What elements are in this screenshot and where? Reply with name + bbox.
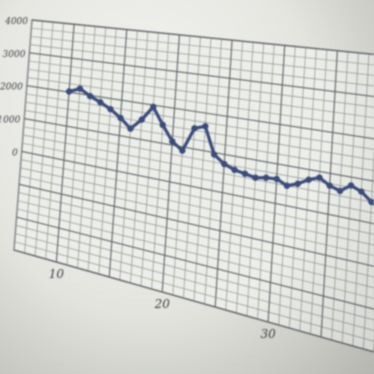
series-point bbox=[221, 160, 228, 168]
horizontal-gridline bbox=[14, 241, 374, 342]
x-tick-label: 30 bbox=[260, 327, 276, 341]
plot-border bbox=[13, 19, 374, 353]
horizontal-gridline bbox=[15, 225, 374, 321]
series-point bbox=[358, 188, 365, 195]
minor-gridlines bbox=[13, 19, 374, 350]
series-layer bbox=[65, 85, 374, 207]
horizontal-gridline bbox=[24, 110, 374, 171]
series-point bbox=[305, 176, 312, 183]
horizontal-gridline bbox=[28, 68, 374, 119]
horizontal-gridline bbox=[22, 142, 374, 214]
horizontal-gridline bbox=[19, 183, 374, 267]
horizontal-gridline bbox=[23, 126, 374, 193]
series-point bbox=[231, 166, 238, 174]
series-point bbox=[283, 182, 291, 189]
series-point bbox=[347, 182, 355, 189]
horizontal-gridline bbox=[18, 192, 374, 278]
plot-area bbox=[13, 19, 374, 353]
vertical-gridline bbox=[55, 24, 75, 263]
horizontal-gridline bbox=[31, 19, 374, 55]
series-point bbox=[169, 138, 176, 145]
series-point bbox=[179, 147, 186, 154]
vertical-gridline bbox=[320, 50, 338, 338]
series-point bbox=[138, 116, 145, 123]
series-point bbox=[202, 123, 209, 130]
series-point bbox=[273, 175, 280, 183]
series-point bbox=[127, 125, 134, 132]
series-point bbox=[97, 99, 104, 106]
horizontal-gridline bbox=[24, 118, 374, 182]
series-point bbox=[316, 174, 323, 181]
horizontal-gridline bbox=[17, 208, 374, 299]
horizontal-gridline bbox=[26, 93, 374, 150]
series-point bbox=[117, 114, 124, 122]
series-point bbox=[65, 88, 73, 95]
horizontal-gridline bbox=[31, 27, 374, 66]
horizontal-gridline bbox=[25, 101, 374, 161]
horizontal-gridline bbox=[21, 150, 374, 225]
series-point bbox=[107, 105, 114, 113]
horizontal-gridline bbox=[22, 134, 374, 203]
series-point bbox=[241, 170, 249, 177]
y-tick-label: 1000 bbox=[0, 116, 21, 126]
horizontal-gridline bbox=[28, 60, 374, 108]
horizontal-gridline bbox=[13, 249, 374, 353]
series-point bbox=[86, 92, 94, 100]
series-point bbox=[252, 174, 259, 181]
horizontal-gridline bbox=[29, 52, 374, 98]
y-tick-label: 0 bbox=[12, 148, 18, 158]
horizontal-gridline bbox=[20, 159, 374, 235]
horizontal-gridline bbox=[30, 44, 374, 87]
horizontal-gridline bbox=[20, 167, 374, 246]
vertical-gridline bbox=[108, 29, 128, 278]
series-point bbox=[150, 103, 157, 111]
series-point bbox=[262, 174, 270, 181]
series-point bbox=[294, 180, 301, 187]
horizontal-gridline bbox=[27, 77, 374, 129]
vertical-gridline bbox=[161, 34, 180, 293]
y-tick-label: 4000 bbox=[4, 17, 28, 27]
vertical-gridline bbox=[214, 40, 233, 308]
series-point bbox=[210, 151, 218, 158]
horizontal-gridline bbox=[19, 175, 374, 257]
series-point bbox=[159, 121, 166, 129]
x-tick-label: 10 bbox=[49, 267, 65, 281]
series-point bbox=[326, 182, 333, 189]
horizontal-gridline bbox=[15, 233, 374, 331]
series-point bbox=[368, 198, 374, 206]
series-point bbox=[336, 187, 344, 195]
x-tick-label: 20 bbox=[154, 297, 171, 311]
horizontal-gridline bbox=[17, 200, 374, 289]
series-point bbox=[191, 125, 198, 132]
vertical-gridline bbox=[267, 45, 286, 323]
horizontal-gridline bbox=[16, 216, 374, 310]
x-axis-ticks: 10 20 30 bbox=[49, 267, 276, 341]
y-tick-label: 2000 bbox=[0, 83, 23, 93]
series-point bbox=[76, 85, 84, 92]
y-axis-ticks: 4000 3000 2000 1000 0 bbox=[0, 17, 28, 158]
horizontal-gridline bbox=[30, 36, 374, 76]
y-tick-label: 3000 bbox=[3, 50, 26, 60]
